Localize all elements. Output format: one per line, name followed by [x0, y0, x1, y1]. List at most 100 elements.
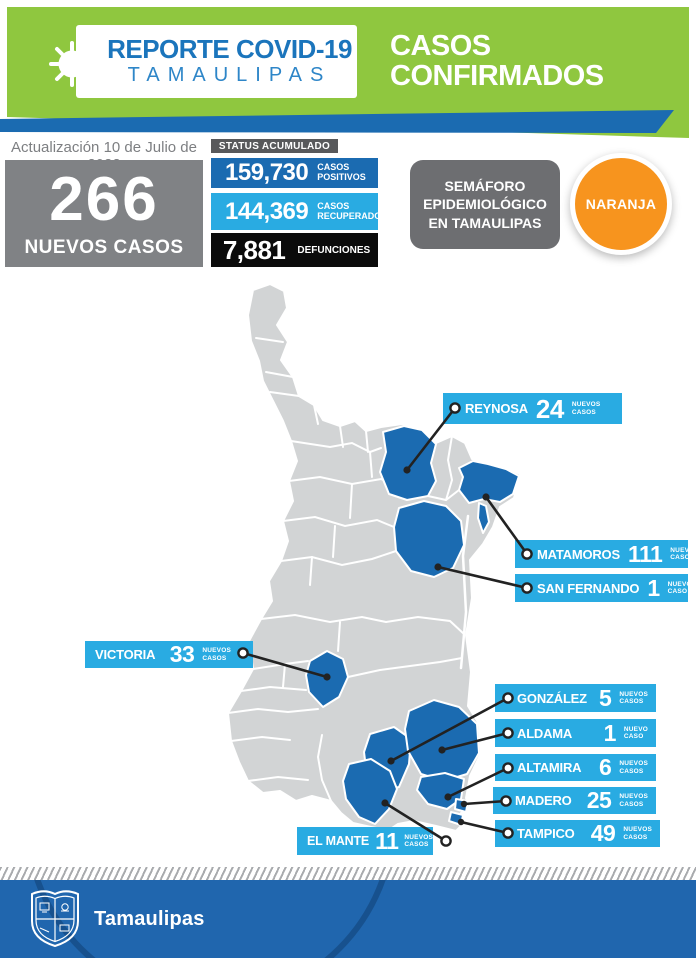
label-unit1: NUEVOS [404, 833, 434, 841]
map-label-el-mante: EL MANTE 11 NUEVOS CASOS [297, 827, 433, 855]
positivos-label-line1: CASOS [317, 162, 350, 173]
label-unit1: NUEVOS [619, 760, 648, 768]
recuperados-label-line2: RECUPERADOS [317, 210, 388, 221]
status-row-positivos: 159,730 CASOS POSITIVOS [211, 158, 378, 188]
municipality-san-fernando [393, 500, 465, 578]
new-cases-value: 266 [49, 164, 159, 234]
label-name: VICTORIA [95, 647, 156, 662]
label-unit2: CASO [667, 588, 688, 595]
semaforo-level-circle: NARANJA [570, 153, 672, 255]
semaforo-line1: SEMÁFORO [444, 177, 526, 194]
label-unit2: CASO [623, 733, 644, 740]
municipality-borders [227, 337, 470, 802]
label-units: NUEVO CASO [624, 726, 648, 741]
status-row-recuperados: 144,369 CASOS RECUPERADOS [211, 193, 387, 230]
label-name: SAN FERNANDO [537, 580, 640, 596]
positivos-label: CASOS POSITIVOS [317, 162, 366, 183]
connector-lines [241, 406, 529, 843]
positivos-label-line2: POSITIVOS [317, 172, 366, 182]
label-name: REYNOSA [465, 401, 528, 416]
positivos-value: 159,730 [225, 159, 309, 186]
virus-icon [49, 41, 97, 89]
label-unit2: CASOS [404, 841, 429, 848]
recuperados-label-line1: CASOS [317, 200, 350, 211]
label-units: NUEVO CASO [668, 581, 692, 596]
label-unit2: CASOS [619, 800, 644, 808]
label-name: ALTAMIRA [517, 760, 582, 775]
label-unit1: NUEVOS [202, 647, 231, 655]
page-title-line1: CASOS [390, 30, 491, 62]
label-value: 11 [375, 827, 399, 854]
label-unit2: CASOS [202, 654, 227, 662]
label-value: 25 [586, 787, 612, 813]
map-label-gonzalez: GONZÁLEZ 5 NUEVOS CASOS [495, 684, 656, 712]
label-value: 1 [647, 574, 660, 601]
label-unit2: CASOS [670, 554, 695, 561]
highlighted-municipalities [305, 425, 520, 826]
new-cases-label: NUEVOS CASOS [24, 236, 184, 258]
label-unit2: CASOS [619, 767, 644, 775]
new-cases-box: 266 NUEVOS CASOS [5, 160, 203, 267]
label-value: 24 [535, 393, 564, 424]
label-value: 49 [590, 820, 616, 846]
municipality-tampico [448, 811, 464, 826]
label-name: MADERO [515, 793, 572, 808]
recuperados-value: 144,369 [225, 197, 309, 225]
label-value: 5 [599, 684, 612, 711]
label-unit1: NUEVOS [623, 826, 652, 834]
map-label-san-fernando: SAN FERNANDO 1 NUEVO CASO [515, 574, 692, 602]
page-title: CASOS CONFIRMADOS [390, 31, 604, 92]
page-title-line2: CONFIRMADOS [390, 60, 604, 93]
semaforo-box: SEMÁFORO EPIDEMIOLÓGICO EN TAMAULIPAS [410, 160, 560, 249]
municipality-matamoros [458, 460, 520, 504]
defunciones-label: DEFUNCIONES [297, 244, 371, 256]
tamaulipas-coat-of-arms [31, 890, 79, 948]
municipality-madero [454, 798, 469, 813]
map-label-victoria: VICTORIA 33 NUEVOS CASOS [85, 641, 253, 668]
status-row-defunciones: 7,881 DEFUNCIONES [211, 233, 378, 267]
label-unit1: NUEVOS [670, 546, 696, 554]
map-label-tampico: TAMPICO 49 NUEVOS CASOS [495, 820, 660, 847]
hatch-divider [0, 867, 696, 880]
label-unit2: CASOS [619, 698, 644, 705]
status-title-bar: STATUS ACUMULADO [211, 139, 338, 153]
label-name: MATAMOROS [537, 546, 620, 562]
semaforo-level: NARANJA [585, 196, 657, 212]
label-name: TAMPICO [517, 826, 575, 841]
map-label-aldama: ALDAMA 1 NUEVO CASO [495, 719, 656, 747]
municipality-el-mante [342, 758, 398, 825]
label-unit2: CASOS [571, 408, 596, 416]
footer-brand: Tamaulipas [94, 908, 205, 930]
map-label-altamira: ALTAMIRA 6 NUEVOS CASOS [495, 754, 656, 781]
state-silhouette [227, 283, 521, 832]
label-unit1: NUEVO [623, 725, 648, 733]
municipality-reynosa [379, 425, 437, 501]
label-unit2: CASOS [623, 833, 648, 841]
label-name: EL MANTE [307, 834, 370, 848]
report-subtitle: TAMAULIPAS [127, 64, 332, 86]
label-value: 33 [169, 641, 195, 667]
municipality-gonzalez [363, 726, 412, 792]
map-label-reynosa: REYNOSA 24 NUEVOS CASOS [443, 393, 622, 424]
map-dots [323, 466, 490, 826]
update-label: Actualización [11, 139, 100, 156]
report-title-badge: REPORTE COVID-19 TAMAULIPAS [76, 25, 357, 98]
recuperados-label: CASOS RECUPERADOS [317, 200, 388, 222]
footer: Tamaulipas [0, 880, 696, 958]
semaforo-line2: EPIDEMIOLÓGICO [423, 196, 547, 213]
municipality-victoria [305, 650, 349, 708]
label-unit1: NUEVOS [571, 401, 601, 409]
label-name: ALDAMA [517, 725, 573, 741]
label-unit1: NUEVO [667, 580, 692, 588]
label-value: 6 [599, 754, 612, 780]
label-value: 111 [627, 540, 663, 567]
